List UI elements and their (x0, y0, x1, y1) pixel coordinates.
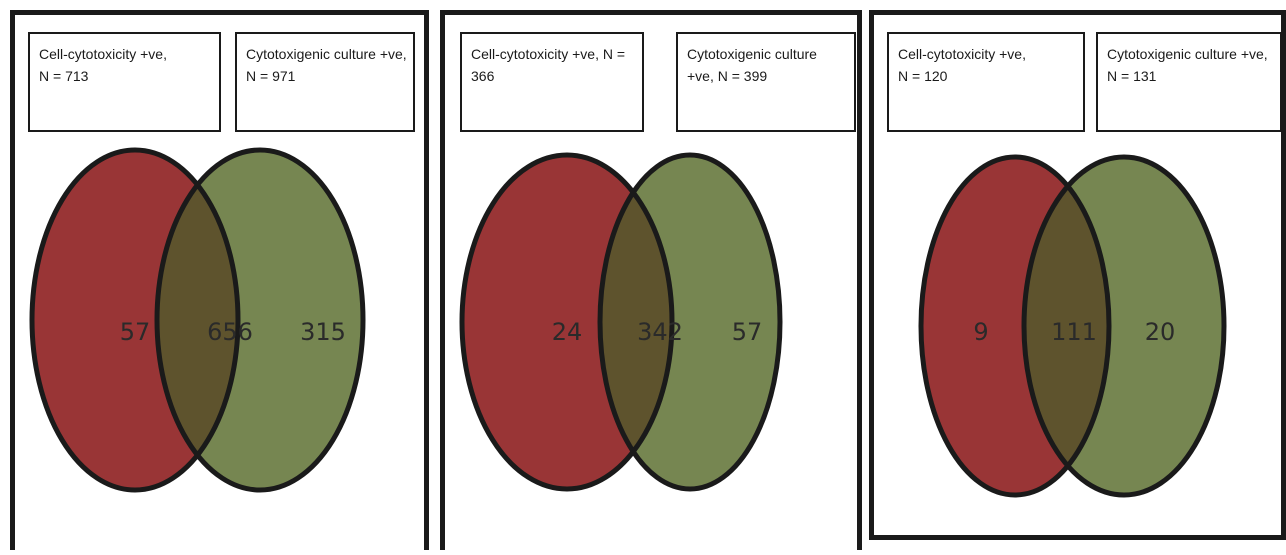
count-a-only: 9 (973, 318, 988, 346)
set-b-label: Cytotoxigenic culture +ve, N = 971 (235, 32, 415, 132)
set-a-outline (459, 152, 675, 492)
count-b-only: 315 (300, 318, 346, 346)
count-both: 656 (207, 318, 253, 346)
overlap-region (600, 155, 672, 489)
set-b-outline (1021, 154, 1227, 498)
set-b-label: Cytotoxigenic culture +ve, N = 399 (676, 32, 856, 132)
count-a-only: 57 (120, 318, 151, 346)
set-a-outline (29, 147, 241, 493)
set-a-label: Cell-cytotoxicity +ve, N = 366 (460, 32, 644, 132)
venn-panel-1: Cell-cytotoxicity +ve, N = 713 Cytotoxig… (10, 10, 429, 550)
venn-panel-3: Cell-cytotoxicity +ve, N = 120 Cytotoxig… (869, 10, 1286, 540)
overlap-region (157, 150, 238, 490)
overlap-region (1024, 157, 1109, 495)
count-both: 111 (1051, 318, 1097, 346)
set-a-label: Cell-cytotoxicity +ve, N = 120 (887, 32, 1085, 132)
count-a-only: 24 (552, 318, 583, 346)
count-both: 342 (637, 318, 683, 346)
venn-diagram: 9 111 20 (918, 154, 1227, 498)
set-b-label: Cytotoxigenic culture +ve, N = 131 (1096, 32, 1282, 132)
set-b-outline (597, 152, 783, 492)
venn-diagram: 24 342 57 (459, 152, 783, 492)
set-a-outline (918, 154, 1112, 498)
set-b-outline (154, 147, 366, 493)
count-b-only: 20 (1145, 318, 1176, 346)
set-a-label: Cell-cytotoxicity +ve, N = 713 (28, 32, 221, 132)
venn-panel-2: Cell-cytotoxicity +ve, N = 366 Cytotoxig… (440, 10, 862, 550)
venn-diagram: 57 656 315 (29, 147, 366, 493)
count-b-only: 57 (732, 318, 763, 346)
